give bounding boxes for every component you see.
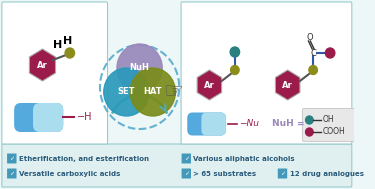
FancyBboxPatch shape <box>278 169 287 178</box>
FancyBboxPatch shape <box>33 103 63 132</box>
Text: COOH: COOH <box>322 128 345 136</box>
FancyBboxPatch shape <box>2 2 108 144</box>
FancyBboxPatch shape <box>182 153 191 163</box>
Text: Ar: Ar <box>204 81 215 90</box>
FancyBboxPatch shape <box>2 144 352 187</box>
Text: Various aliphatic alcohols: Various aliphatic alcohols <box>194 156 295 162</box>
FancyBboxPatch shape <box>201 112 226 136</box>
Circle shape <box>306 128 313 136</box>
FancyBboxPatch shape <box>181 2 352 144</box>
Text: Ar: Ar <box>282 81 293 90</box>
FancyBboxPatch shape <box>187 112 226 136</box>
Text: NuH: NuH <box>130 64 150 73</box>
Text: ✓: ✓ <box>280 171 285 177</box>
Circle shape <box>326 48 335 58</box>
FancyBboxPatch shape <box>14 103 63 132</box>
Circle shape <box>104 68 149 116</box>
Text: C: C <box>310 49 316 57</box>
Text: ✓: ✓ <box>184 156 189 161</box>
Text: HAT: HAT <box>144 88 162 97</box>
Circle shape <box>230 47 240 57</box>
Text: ✓: ✓ <box>9 171 14 177</box>
Circle shape <box>309 66 317 74</box>
Text: OH: OH <box>322 115 334 125</box>
Text: NuH =: NuH = <box>272 119 304 129</box>
Circle shape <box>117 44 162 92</box>
Text: 12 drug analogues: 12 drug analogues <box>290 171 363 177</box>
Text: Ar: Ar <box>37 60 48 70</box>
Circle shape <box>65 48 75 58</box>
Text: H: H <box>63 36 72 46</box>
FancyBboxPatch shape <box>302 108 360 142</box>
Text: Etherification, and esterification: Etherification, and esterification <box>19 156 149 162</box>
FancyBboxPatch shape <box>7 169 16 178</box>
Text: ✓: ✓ <box>184 171 189 177</box>
Text: ☞: ☞ <box>163 82 183 102</box>
Polygon shape <box>275 70 300 100</box>
Text: O: O <box>306 33 313 43</box>
Circle shape <box>231 66 239 74</box>
Text: Versatile carboxylic acids: Versatile carboxylic acids <box>19 171 120 177</box>
FancyBboxPatch shape <box>182 169 191 178</box>
Text: ✓: ✓ <box>9 156 14 161</box>
Text: −Nu: −Nu <box>238 119 259 129</box>
FancyBboxPatch shape <box>7 153 16 163</box>
Polygon shape <box>197 70 222 100</box>
Circle shape <box>130 68 176 116</box>
Text: H: H <box>53 40 62 50</box>
Polygon shape <box>29 49 56 81</box>
Text: SET: SET <box>118 88 135 97</box>
Text: −H: −H <box>77 112 93 122</box>
Text: > 65 substrates: > 65 substrates <box>194 171 256 177</box>
Circle shape <box>306 116 313 124</box>
